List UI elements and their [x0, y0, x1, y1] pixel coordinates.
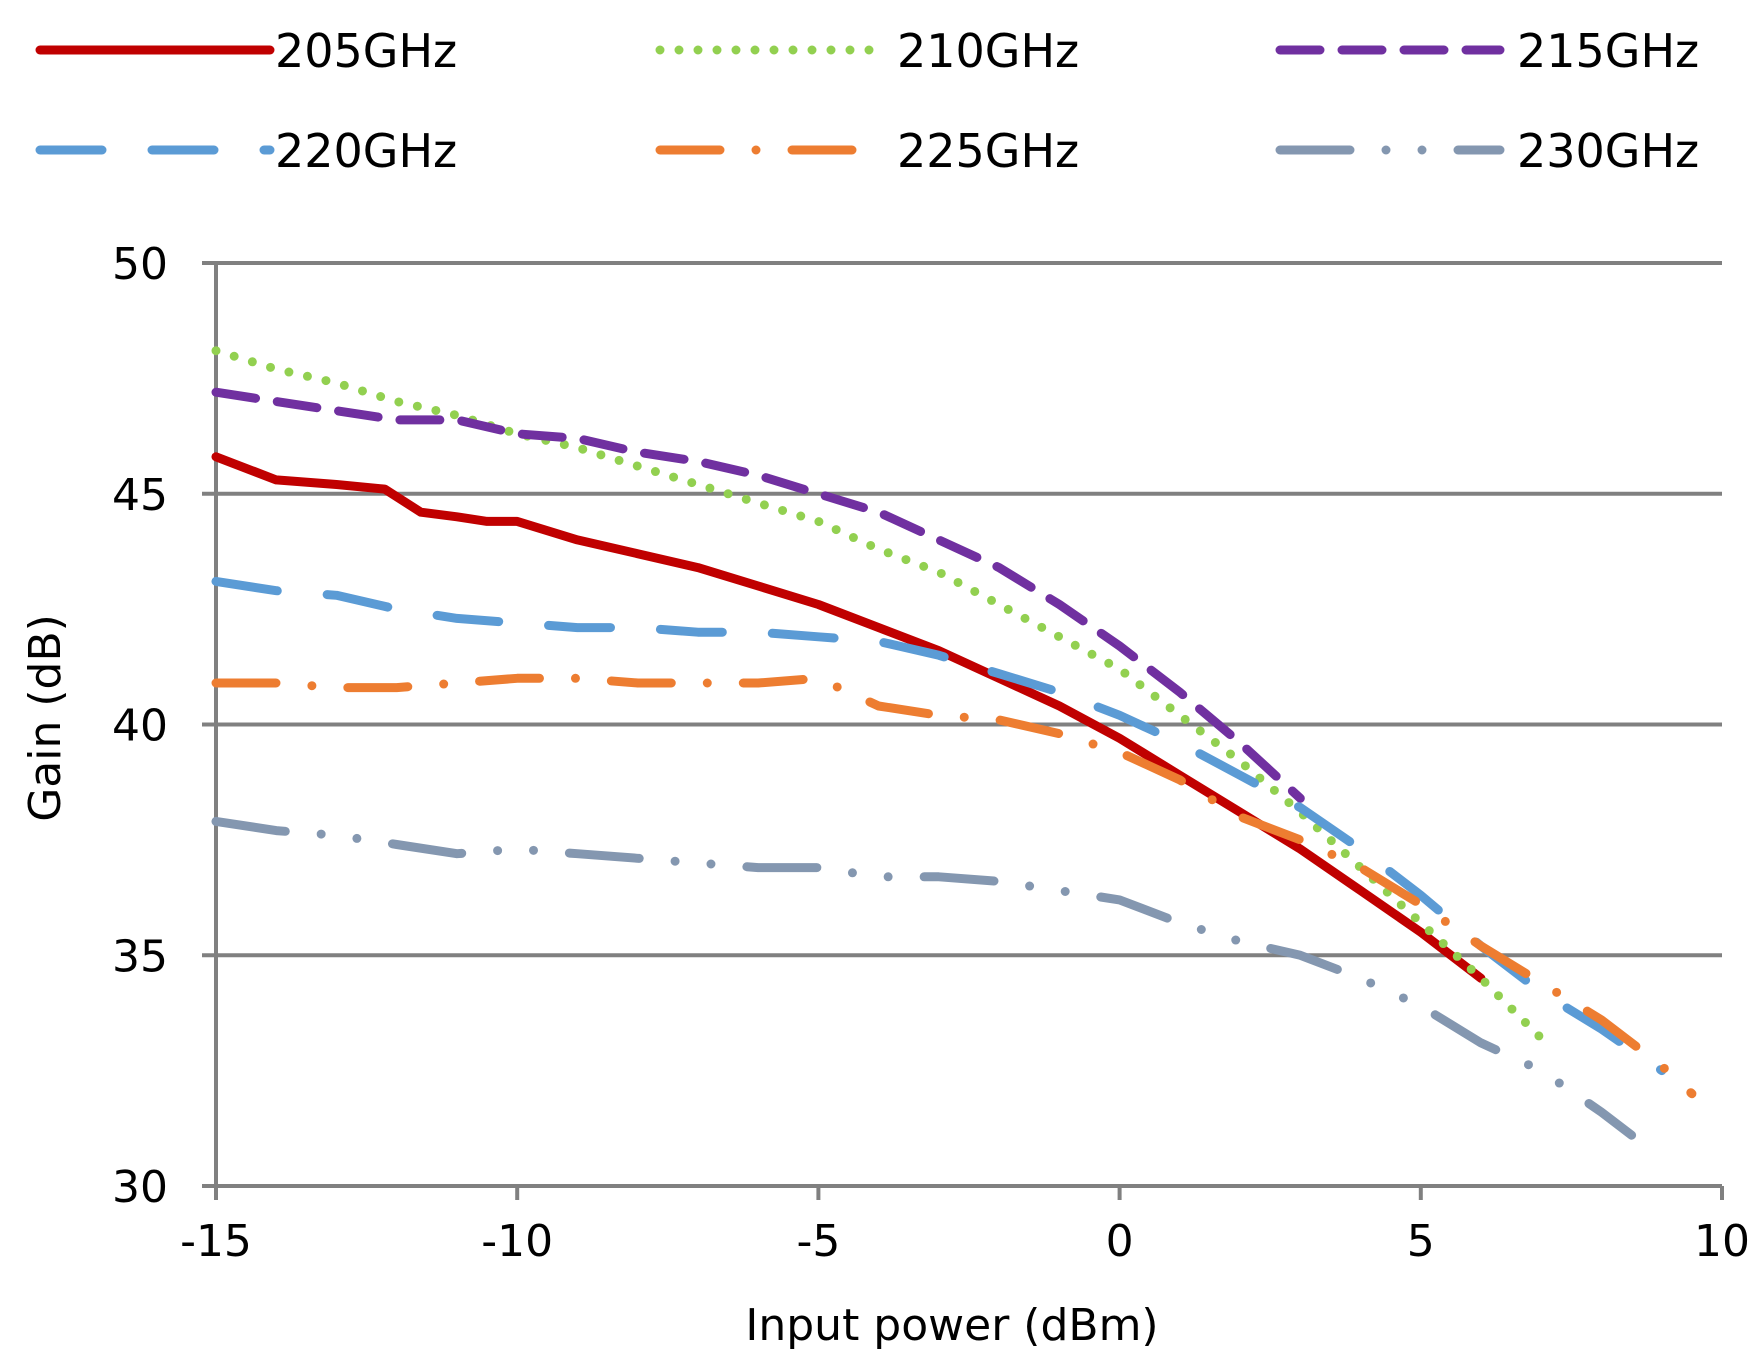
legend-item-215GHz: 215GHz: [1275, 24, 1699, 78]
series-line-220GHz: [211, 576, 1667, 1076]
legend-item-225GHz: 225GHz: [655, 124, 1079, 178]
x-tick-label: -15: [180, 1216, 252, 1267]
series-line-205GHz: [211, 452, 1486, 983]
legend-label: 225GHz: [897, 124, 1079, 178]
series-line-215GHz: [211, 387, 1305, 803]
x-tick-label: 10: [1694, 1216, 1750, 1267]
series-line-230GHz: [211, 816, 1637, 1140]
y-tick-label: 30: [112, 1162, 168, 1213]
legend-item-205GHz: 205GHz: [35, 24, 457, 78]
legend-label: 230GHz: [1517, 124, 1699, 178]
legend-label: 210GHz: [897, 24, 1079, 78]
y-axis-ticks: 30 35 40 45 50: [112, 239, 168, 1213]
y-tick-label: 45: [112, 470, 168, 521]
x-tick-label: 5: [1407, 1216, 1435, 1267]
y-tick-label: 50: [112, 239, 168, 290]
legend-item-220GHz: 220GHz: [35, 124, 457, 178]
x-tick-label: -10: [481, 1216, 553, 1267]
legend-item-210GHz: 210GHz: [655, 24, 1079, 78]
legend-label: 205GHz: [275, 24, 457, 78]
series-line-210GHz: [211, 346, 1546, 1043]
legend-label: 220GHz: [275, 124, 457, 178]
x-axis-ticks: -15 -10 -5 0 5 10: [180, 1186, 1750, 1267]
gridlines: [202, 261, 1722, 1188]
legend: 205GHz 210GHz 215GHz 220GHz 225GHz 230GHz: [35, 24, 1699, 178]
series-lines: [211, 346, 1697, 1140]
x-tick-label: -5: [796, 1216, 840, 1267]
y-tick-label: 40: [112, 701, 168, 752]
x-tick-label: 0: [1106, 1216, 1134, 1267]
x-axis-title: Input power (dBm): [745, 1300, 1158, 1351]
legend-label: 215GHz: [1517, 24, 1699, 78]
y-axis-title: Gain (dB): [20, 614, 71, 822]
legend-item-230GHz: 230GHz: [1275, 124, 1699, 178]
y-tick-label: 35: [112, 931, 168, 982]
